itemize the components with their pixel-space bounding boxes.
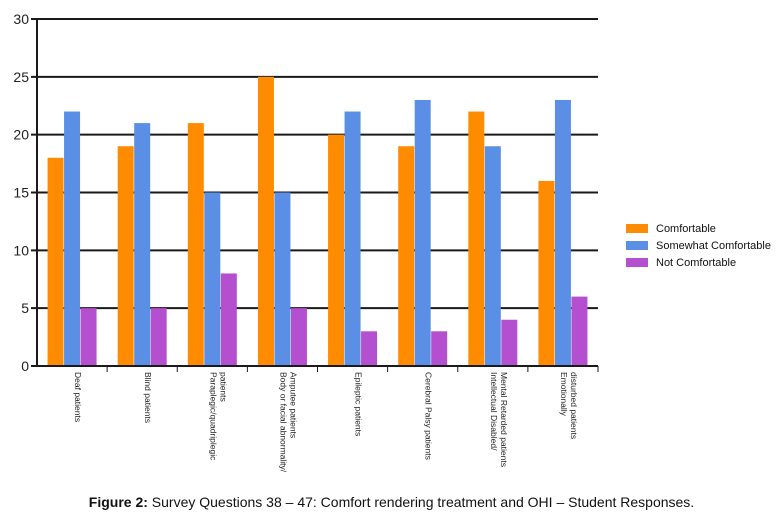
figure-caption: Figure 2: Survey Questions 38 – 47: Comf… [0,494,783,510]
x-category-label-line: Body or facial abnormality/ [278,372,288,473]
bar-somewhat-comfortable-6 [484,146,501,366]
y-tick-label: 5 [21,300,29,316]
bar-not-comfortable-6 [501,319,518,366]
bar-not-comfortable-0 [80,308,97,366]
x-category-label: Body or facial abnormality/Amputee patie… [278,372,298,473]
x-category-label-line: patients [218,372,228,402]
caption-label: Figure 2: [88,494,148,510]
bar-somewhat-comfortable-1 [134,123,151,366]
gridlines [31,18,598,367]
bar-comfortable-7 [538,180,555,366]
x-category-label-line: Amputee patients [288,372,298,438]
x-category-label: Deaf patients [73,372,83,422]
legend-swatch-comfortable [626,224,648,233]
y-tick-label: 15 [13,185,29,201]
axes [36,19,599,372]
legend-item-comfortable: Comfortable [626,220,771,237]
x-category-label: Cerebral Palsy patients [424,372,434,460]
y-tick-labels: 0 5 10 15 20 25 30 [13,11,29,374]
y-tick-label: 30 [13,11,29,27]
x-category-label: Emotionallydisturbed patients [559,372,579,439]
bars [47,76,588,367]
legend-label-comfortable: Comfortable [656,222,716,235]
x-category-label-line: Epileptic patients [354,372,364,436]
x-category-label: Intellectual Disabled/Mental Retarded pa… [489,372,509,467]
x-category-labels: Deaf patients Blind patients Paraplegic/qu… [73,372,579,473]
bar-somewhat-comfortable-4 [344,111,361,367]
x-category-label-line: Mental Retarded patients [499,372,509,467]
bar-not-comfortable-7 [571,296,588,366]
x-category-label: Epileptic patients [354,372,364,436]
bar-somewhat-comfortable-3 [274,192,291,366]
x-category-label: Paraplegic/quadriplegicpatients [208,372,228,461]
x-category-label-line: Emotionally [559,372,569,417]
legend: Comfortable Somewhat Comfortable Not Com… [626,220,771,271]
x-category-label-line: Paraplegic/quadriplegic [208,372,218,461]
legend-label-somewhat-comfortable: Somewhat Comfortable [656,239,771,252]
y-tick-label: 0 [21,358,29,374]
bar-not-comfortable-4 [361,331,378,366]
x-category-label-line: disturbed patients [569,372,579,439]
bar-not-comfortable-5 [431,331,448,366]
bar-somewhat-comfortable-7 [554,99,571,366]
bar-somewhat-comfortable-0 [64,111,81,367]
bar-not-comfortable-3 [290,308,307,366]
bar-not-comfortable-2 [220,273,237,366]
bar-comfortable-5 [398,146,415,366]
x-category-label-line: Intellectual Disabled/ [489,372,499,451]
caption-text: Survey Questions 38 – 47: Comfort render… [147,494,695,510]
legend-item-somewhat-comfortable: Somewhat Comfortable [626,237,771,254]
x-category-label-line: Blind patients [143,372,153,423]
y-tick-label: 25 [13,69,29,85]
bar-somewhat-comfortable-5 [414,99,431,366]
bar-comfortable-6 [468,111,485,367]
legend-item-not-comfortable: Not Comfortable [626,254,771,271]
bar-comfortable-1 [117,146,134,366]
x-category-label-line: Deaf patients [73,372,83,422]
bar-comfortable-3 [257,76,274,366]
x-category-label-line: Cerebral Palsy patients [424,372,434,460]
legend-label-not-comfortable: Not Comfortable [656,256,737,269]
legend-swatch-not-comfortable [626,258,648,267]
bar-not-comfortable-1 [150,308,167,366]
bar-chart: 0 5 10 15 20 25 30 Deaf patients Blind patients… [13,11,599,473]
y-tick-label: 20 [13,127,29,143]
bar-somewhat-comfortable-2 [204,192,221,366]
y-tick-label: 10 [13,242,29,258]
x-category-label: Blind patients [143,372,153,423]
bar-comfortable-2 [187,123,204,366]
bar-comfortable-4 [328,134,345,366]
bar-comfortable-0 [47,157,64,366]
legend-swatch-somewhat-comfortable [626,241,648,250]
